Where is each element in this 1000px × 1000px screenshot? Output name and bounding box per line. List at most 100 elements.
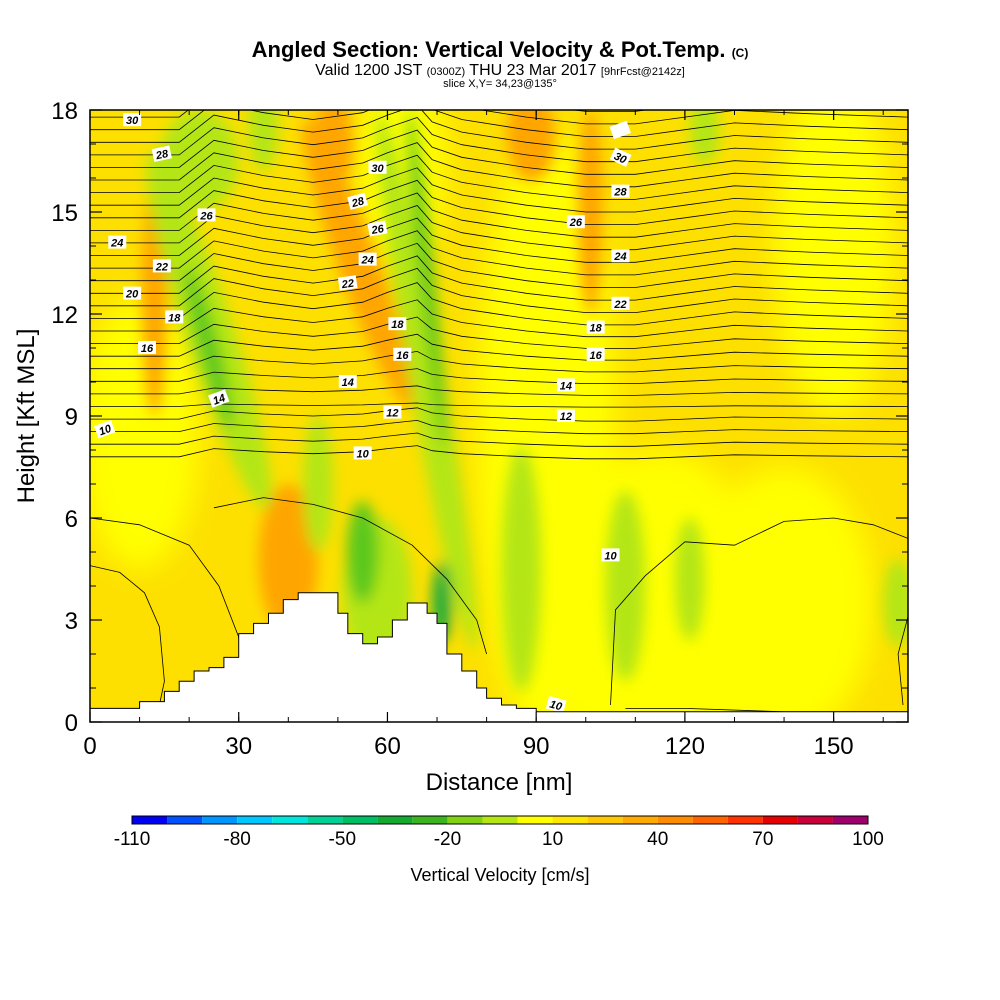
colorbar-tick-label: 40 — [647, 829, 668, 850]
colorbar-swatch — [517, 816, 553, 824]
colorbar-swatch — [797, 816, 833, 824]
velocity-cell — [90, 297, 200, 569]
colorbar-swatch — [412, 816, 448, 824]
x-tick-label: 90 — [523, 733, 550, 760]
pot-temp-contour — [90, 445, 908, 460]
pot-temp-contour — [90, 407, 908, 422]
pot-temp-contour — [90, 242, 908, 288]
colorbar-swatch — [202, 816, 238, 824]
velocity-cell — [883, 558, 908, 648]
pot-temp-contour — [90, 110, 908, 137]
velocity-cell — [303, 416, 333, 552]
pot-temp-contour-label: 22 — [155, 261, 168, 273]
colorbar-tick-label: -50 — [329, 829, 356, 850]
terrain-profile — [89, 592, 909, 723]
colorbar: -110 -80 -50 -20 10 40 70 100 — [114, 815, 884, 850]
pot-temp-contour — [90, 55, 908, 99]
pot-temp-contour — [90, 42, 908, 86]
x-tick-label: 60 — [374, 733, 401, 760]
pot-temp-contour-label: 10 — [97, 423, 113, 439]
colorbar-swatch — [307, 816, 343, 824]
chart-subtitle: Valid 1200 JST (0300Z) THU 23 Mar 2017 [… — [315, 62, 685, 79]
velocity-cell — [248, 110, 279, 172]
colorbar-swatch — [377, 816, 413, 824]
pot-temp-contour — [897, 616, 908, 706]
pot-temp-contour — [90, 402, 908, 408]
pot-temp-contour-label: 24 — [613, 251, 626, 263]
colorbar-tick-label: 70 — [752, 829, 773, 850]
pot-temp-contour-label: 28 — [613, 187, 627, 199]
pot-temp-contour — [90, 333, 908, 361]
pot-temp-contour-label: 30 — [612, 150, 629, 166]
colorbar-tick-label: 100 — [852, 829, 884, 850]
y-tick-label: 3 — [65, 608, 78, 635]
velocity-cell — [774, 110, 894, 416]
pot-temp-contour-label: 30 — [126, 115, 139, 127]
pot-temp-contour-label: 10 — [604, 550, 617, 562]
colorbar-swatch — [482, 816, 518, 824]
colorbar-swatch — [167, 816, 203, 824]
x-tick-label: 120 — [665, 733, 705, 760]
slice-caption: slice X,Y= 34,23@135° — [443, 78, 557, 90]
y-tick-label: 12 — [51, 302, 78, 329]
colorbar-swatch — [692, 816, 728, 824]
pot-temp-contour-label: 20 — [125, 289, 139, 301]
pot-temp-contour — [90, 368, 908, 385]
pot-temp-contour-label: 14 — [560, 380, 572, 392]
pot-temp-contour — [90, 142, 908, 188]
pot-temp-contour-label: 14 — [342, 377, 354, 389]
velocity-cell — [506, 110, 557, 182]
pot-temp-contour-label: 26 — [370, 223, 386, 237]
pot-temp-contour — [90, 110, 908, 150]
x-tick-label: 150 — [814, 733, 854, 760]
pot-temp-contour-label: 18 — [590, 323, 603, 335]
pot-temp-contour — [90, 350, 908, 373]
pot-temp-contour-label: 28 — [154, 148, 170, 163]
y-tick-label: 6 — [65, 506, 78, 533]
pot-temp-contour-label: 10 — [357, 448, 370, 460]
velocity-cell — [346, 501, 379, 603]
colorbar-title: Vertical Velocity [cm/s] — [410, 865, 589, 885]
pot-temp-contour-label: 30 — [371, 163, 384, 175]
y-axis-label: Height [Kft MSL] — [13, 329, 40, 504]
pot-temp-contour-label: 24 — [110, 238, 123, 250]
pot-temp-contour-label: 26 — [569, 217, 583, 229]
pot-temp-contour-label: 16 — [590, 350, 603, 362]
pot-temp-contour — [90, 299, 908, 338]
y-tick-label: 18 — [51, 98, 78, 125]
pot-temp-contour — [90, 217, 908, 263]
pot-temp-contour-label: 12 — [386, 408, 398, 420]
velocity-cell — [694, 467, 874, 722]
colorbar-swatch — [832, 816, 868, 824]
pot-temp-contour — [90, 154, 908, 200]
pot-temp-contour — [90, 110, 908, 125]
velocity-cell — [689, 110, 720, 165]
colorbar-tick-label: -110 — [114, 829, 151, 850]
colorbar-swatch — [762, 816, 798, 824]
pot-temp-contour — [213, 497, 487, 655]
pot-temp-contour-label: 16 — [141, 343, 154, 355]
colorbar-tick-label: -20 — [434, 829, 461, 850]
x-axis-label: Distance [nm] — [426, 769, 573, 796]
vertical-velocity-field — [90, 110, 908, 722]
pot-temp-contour — [90, 385, 908, 396]
colorbar-swatch — [587, 816, 623, 824]
pot-temp-contour-label: 12 — [560, 411, 572, 423]
y-axis: 0 3 6 9 12 15 18 — [51, 98, 908, 737]
pot-temp-contour-label: 10 — [548, 699, 564, 714]
pot-temp-contour-labels: 3028262422201816141030282624221816141210… — [94, 113, 632, 714]
velocity-cell — [674, 518, 705, 641]
velocity-cell — [159, 110, 239, 212]
velocity-cell — [501, 446, 542, 692]
pot-temp-contour-label: 26 — [199, 210, 213, 222]
pot-temp-contour — [90, 565, 165, 706]
velocity-cell — [605, 490, 646, 682]
pot-temp-contour — [90, 192, 908, 238]
pot-temp-contour — [90, 432, 908, 447]
y-tick-label: 15 — [51, 200, 78, 227]
pot-temp-contour — [610, 517, 908, 706]
y-tick-label: 0 — [65, 710, 78, 737]
x-tick-label: 0 — [83, 733, 96, 760]
colorbar-swatch — [552, 816, 588, 824]
